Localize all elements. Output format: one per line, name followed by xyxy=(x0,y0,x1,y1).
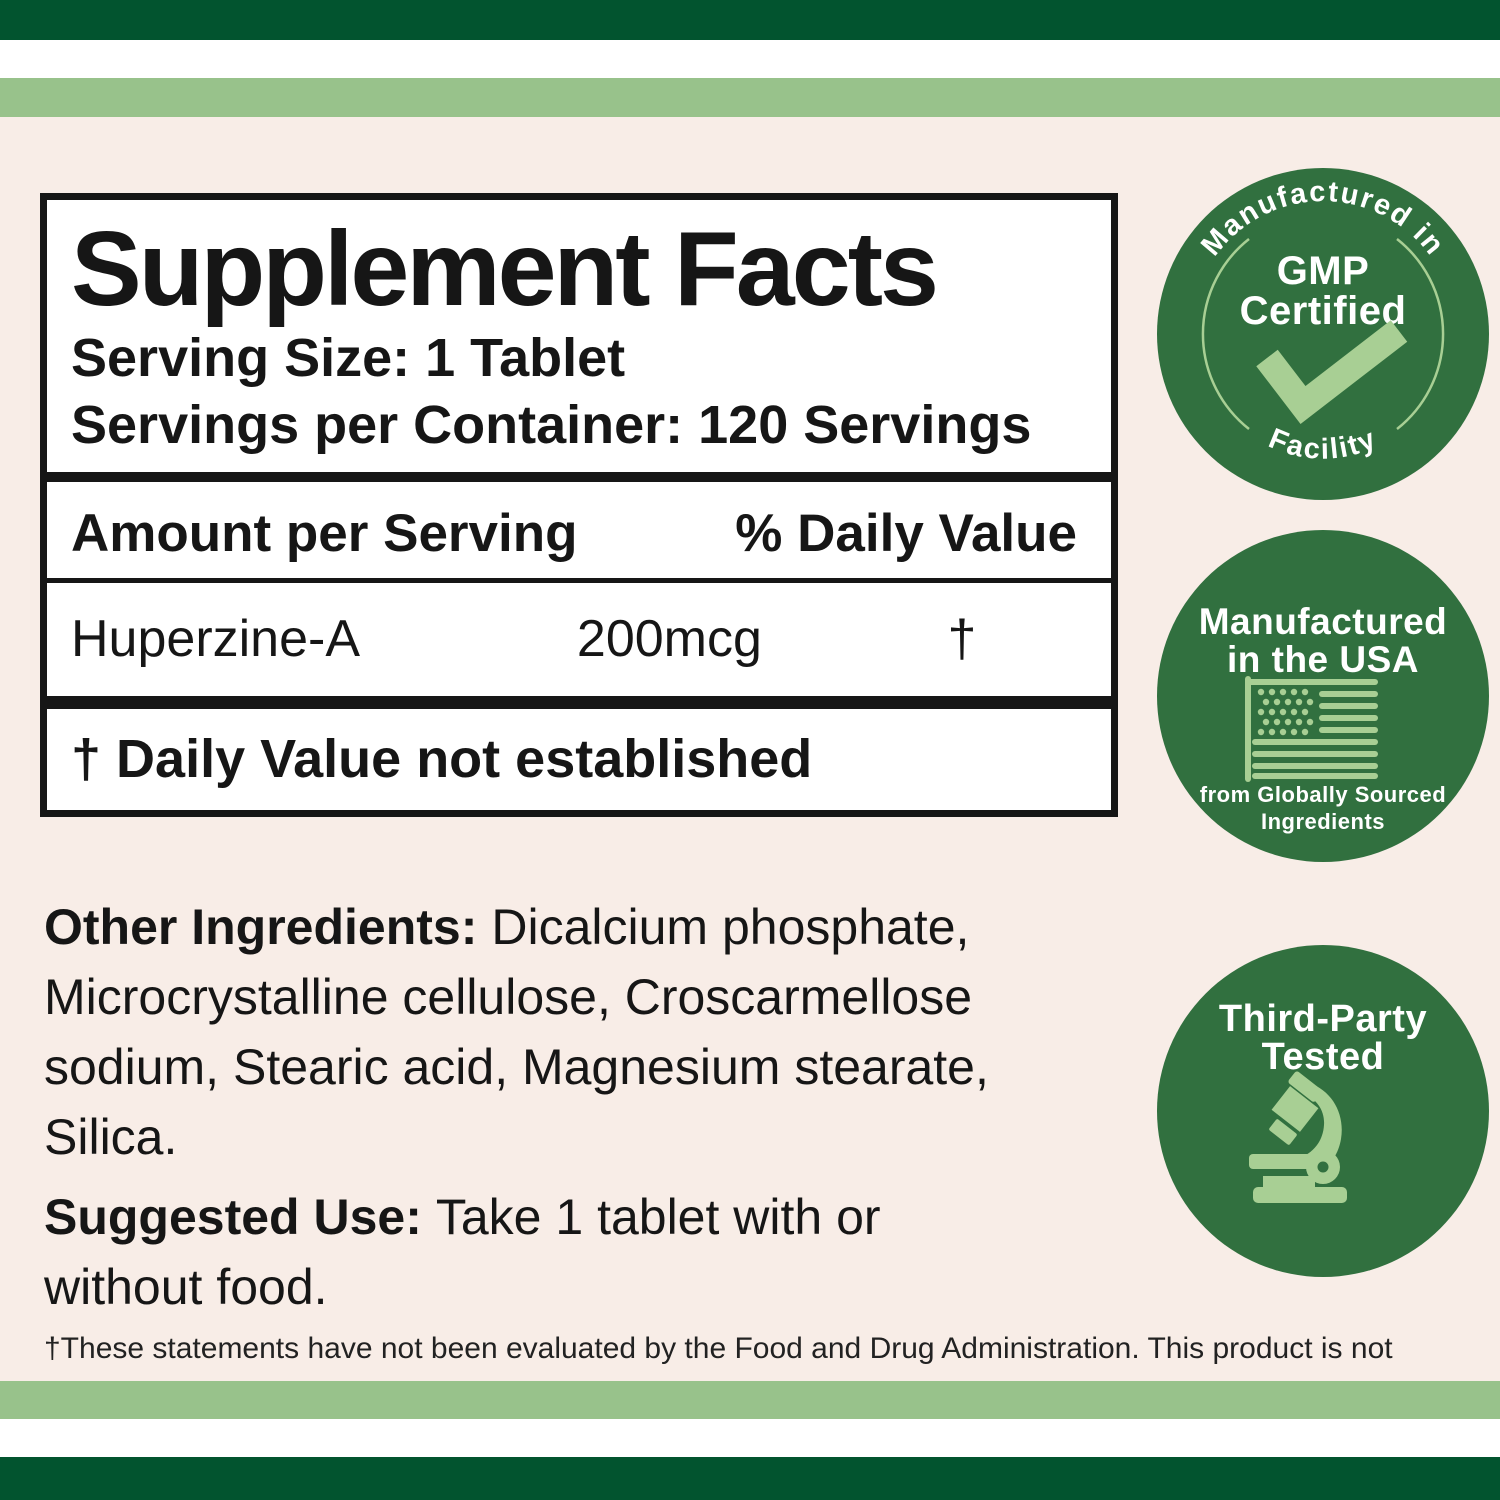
flag-stars xyxy=(1257,688,1314,736)
badge-usa-line2: in the USA xyxy=(1227,639,1419,680)
column-header-amount: Amount per Serving xyxy=(71,503,578,563)
supplement-facts-panel: Supplement Facts Serving Size: 1 Tablet … xyxy=(40,193,1118,817)
badge-ring-arc-right xyxy=(1396,238,1445,430)
badge-thirdparty-line2: Tested xyxy=(1262,1036,1385,1078)
badge-gmp-certified: Manufactured in GMP Certified Facility xyxy=(1157,168,1489,500)
column-header-daily-value: % Daily Value xyxy=(735,503,1077,563)
ingredient-name: Huperzine-A xyxy=(71,609,361,668)
badge-gmp-line2: Certified xyxy=(1240,289,1407,333)
bottom-stripe-dark-green xyxy=(0,1457,1500,1500)
badge-ring-arc-left xyxy=(1201,238,1250,430)
checkmark-icon xyxy=(1256,320,1408,424)
usa-flag-icon xyxy=(1245,676,1378,782)
bottom-stripe-white xyxy=(0,1419,1500,1457)
suggested-use-label: Suggested Use: xyxy=(44,1189,422,1245)
badge-usa-subline1: from Globally Sourced xyxy=(1200,782,1446,807)
supplement-facts-title: Supplement Facts xyxy=(71,210,939,328)
top-stripe-white xyxy=(0,40,1500,78)
suggested-use-text: Take 1 tablet with or without food. xyxy=(44,1189,881,1315)
ingredient-daily-value: † xyxy=(947,609,977,668)
divider-thick xyxy=(47,471,1111,482)
other-ingredients-text: Dicalcium phosphate, Microcrystalline ce… xyxy=(44,899,989,1165)
badge-usa-line1: Manufactured xyxy=(1199,601,1448,642)
suggested-use-paragraph: Suggested Use: Take 1 tablet with or with… xyxy=(44,1182,1044,1322)
microscope-icon xyxy=(1249,1071,1347,1203)
badge-third-party-tested: Third-Party Tested xyxy=(1157,945,1489,1277)
top-stripe-dark-green xyxy=(0,0,1500,40)
supplement-facts-header: Supplement Facts Serving Size: 1 Tablet … xyxy=(47,200,1111,468)
bottom-stripe-light-green xyxy=(0,1381,1500,1419)
badge-thirdparty-line1: Third-Party xyxy=(1219,998,1427,1040)
badge-manufactured-usa: Manufactured in the USA from Globally So… xyxy=(1157,530,1489,862)
daily-value-footnote: † Daily Value not established xyxy=(71,728,813,789)
badge-gmp-line1: GMP xyxy=(1277,249,1370,293)
table-row: Huperzine-A 200mcg † xyxy=(47,583,1111,693)
other-ingredients-label: Other Ingredients: xyxy=(44,899,478,955)
divider-thin xyxy=(47,577,1111,583)
servings-per-container: Servings per Container: 120 Servings xyxy=(71,395,1032,456)
badge-usa-subline2: Ingredients xyxy=(1261,809,1385,834)
serving-size: Serving Size: 1 Tablet xyxy=(71,328,626,389)
facts-column-headers: Amount per Serving % Daily Value xyxy=(47,485,1111,578)
badge-circle xyxy=(1157,168,1489,500)
ingredient-amount: 200mcg xyxy=(576,609,762,668)
other-ingredients-paragraph: Other Ingredients: Dicalcium phosphate, M… xyxy=(44,892,1104,1172)
top-stripe-light-green xyxy=(0,78,1500,117)
divider-extra-thick xyxy=(47,695,1111,709)
